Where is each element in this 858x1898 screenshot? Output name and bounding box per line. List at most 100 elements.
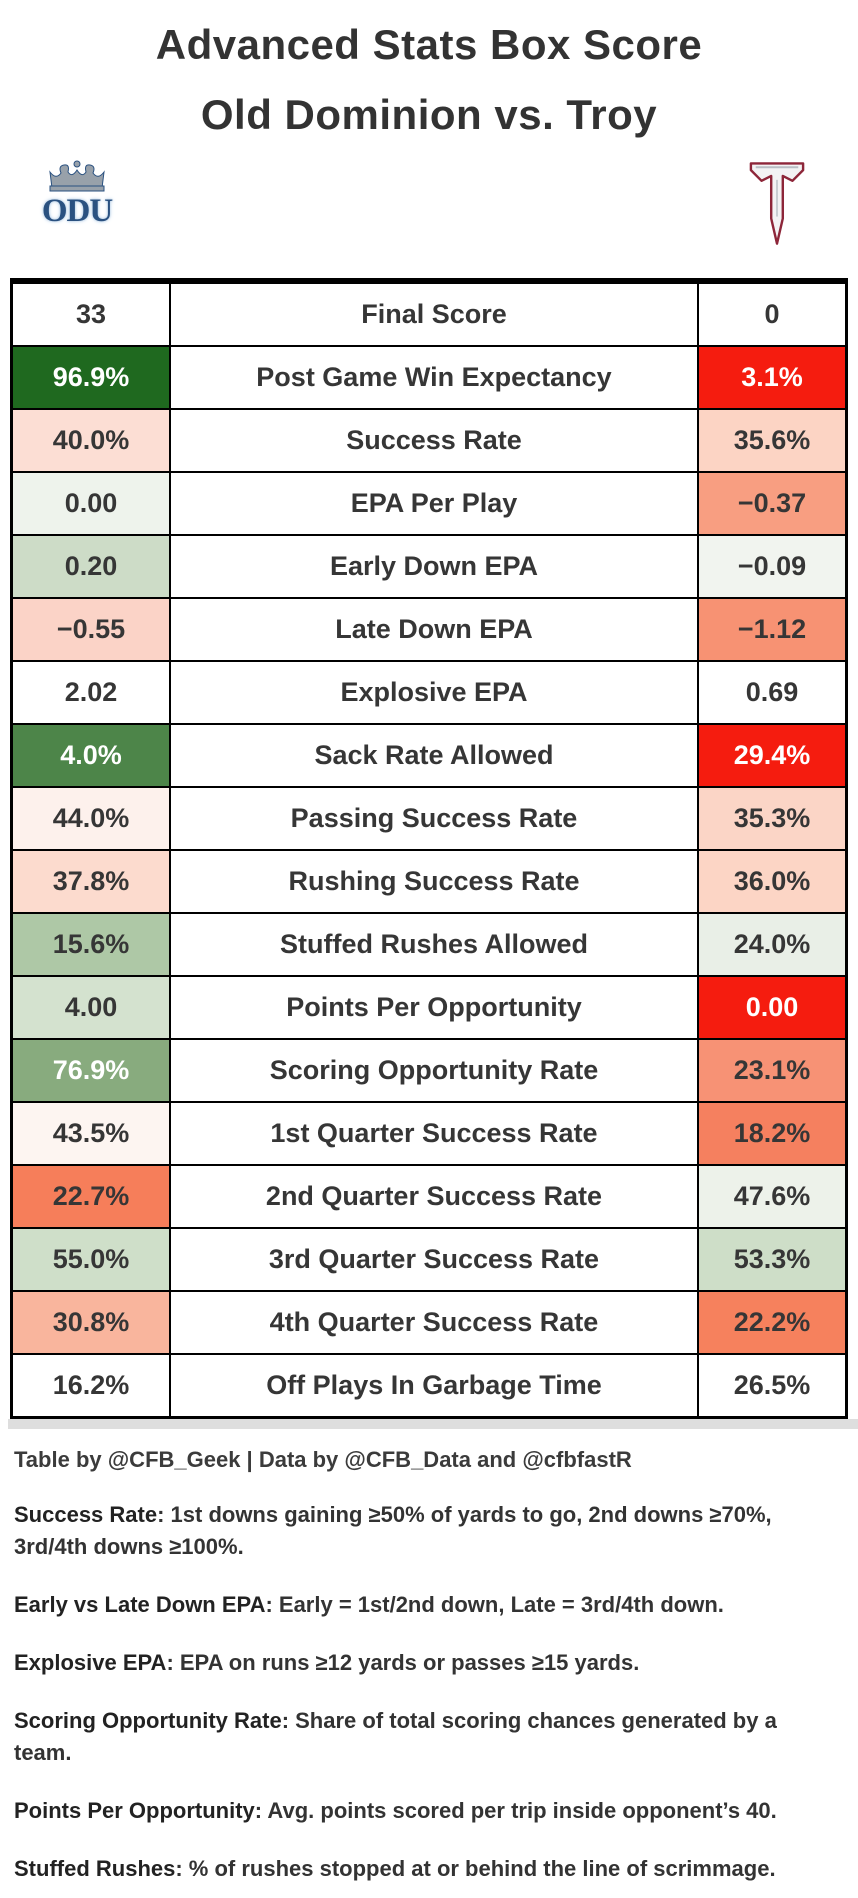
footnote-term: Points Per Opportunity	[14, 1797, 255, 1823]
troy-value-cell: 24.0%	[699, 914, 845, 976]
footnote: Success Rate: 1st downs gaining ≥50% of …	[14, 1499, 838, 1561]
metric-label-cell: Rushing Success Rate	[169, 851, 699, 913]
table-row: 0.00 EPA Per Play −0.37	[13, 473, 845, 537]
table-row: 40.0% Success Rate 35.6%	[13, 410, 845, 474]
footnote: Stuffed Rushes: % of rushes stopped at o…	[14, 1853, 838, 1884]
troy-value-cell: 3.1%	[699, 347, 845, 409]
odu-value-cell: −0.55	[13, 599, 169, 661]
odu-logo: ODU	[40, 160, 114, 230]
table-row: −0.55 Late Down EPA −1.12	[13, 599, 845, 663]
metric-label-cell: Passing Success Rate	[169, 788, 699, 850]
table-row: 37.8% Rushing Success Rate 36.0%	[13, 851, 845, 915]
troy-value-cell: 35.3%	[699, 788, 845, 850]
odu-value-cell: 33	[13, 284, 169, 346]
metric-label-cell: Early Down EPA	[169, 536, 699, 598]
table-row: 0.20 Early Down EPA −0.09	[13, 536, 845, 600]
metric-label-cell: Explosive EPA	[169, 662, 699, 724]
footnote: Early vs Late Down EPA: Early = 1st/2nd …	[14, 1589, 838, 1620]
troy-value-cell: 18.2%	[699, 1103, 845, 1165]
odu-value-cell: 2.02	[13, 662, 169, 724]
troy-value-cell: −1.12	[699, 599, 845, 661]
odu-value-cell: 4.00	[13, 977, 169, 1039]
troy-value-cell: 26.5%	[699, 1355, 845, 1417]
footnote-term: Success Rate	[14, 1502, 158, 1528]
metric-label-cell: Success Rate	[169, 410, 699, 472]
troy-t-icon	[749, 162, 805, 246]
metric-label-cell: Post Game Win Expectancy	[169, 347, 699, 409]
odu-value-cell: 22.7%	[13, 1166, 169, 1228]
table-row: 4.0% Sack Rate Allowed 29.4%	[13, 725, 845, 789]
table-row: 43.5% 1st Quarter Success Rate 18.2%	[13, 1103, 845, 1167]
footnote: Explosive EPA: EPA on runs ≥12 yards or …	[14, 1647, 838, 1678]
table-row: 44.0% Passing Success Rate 35.3%	[13, 788, 845, 852]
page-title-line1: Advanced Stats Box Score	[155, 21, 703, 68]
table-row: 76.9% Scoring Opportunity Rate 23.1%	[13, 1040, 845, 1104]
troy-value-cell: 22.2%	[699, 1292, 845, 1354]
odu-value-cell: 44.0%	[13, 788, 169, 850]
odu-wordmark: ODU	[41, 193, 113, 230]
odu-value-cell: 4.0%	[13, 725, 169, 787]
troy-logo	[748, 160, 806, 253]
metric-label-cell: Sack Rate Allowed	[169, 725, 699, 787]
page-title-line2: Old Dominion vs. Troy	[200, 91, 658, 139]
metric-label-cell: Scoring Opportunity Rate	[169, 1040, 699, 1102]
metric-label-cell: 1st Quarter Success Rate	[169, 1103, 699, 1165]
troy-value-cell: 36.0%	[699, 851, 845, 913]
advanced-stats-table: 33 Final Score 0 96.9% Post Game Win Expecta…	[10, 278, 848, 1420]
troy-value-cell: 35.6%	[699, 410, 845, 472]
odu-value-cell: 96.9%	[13, 347, 169, 409]
table-row: 96.9% Post Game Win Expectancy 3.1%	[13, 347, 845, 411]
footnote-term: Early vs Late Down EPA	[14, 1591, 266, 1617]
footnote-text: : 1st downs gaining ≥50% of yards to go,…	[14, 1502, 772, 1559]
table-row: 30.8% 4th Quarter Success Rate 22.2%	[13, 1292, 845, 1356]
troy-value-cell: 29.4%	[699, 725, 845, 787]
troy-value-cell: −0.09	[699, 536, 845, 598]
footnote: Points Per Opportunity: Avg. points scor…	[14, 1795, 838, 1826]
metric-label-cell: 2nd Quarter Success Rate	[169, 1166, 699, 1228]
metric-label-cell: Points Per Opportunity	[169, 977, 699, 1039]
metric-label-cell: Late Down EPA	[169, 599, 699, 661]
troy-value-cell: 23.1%	[699, 1040, 845, 1102]
odu-value-cell: 40.0%	[13, 410, 169, 472]
metric-label-cell: 3rd Quarter Success Rate	[169, 1229, 699, 1291]
odu-value-cell: 15.6%	[13, 914, 169, 976]
footnote-term: Stuffed Rushes	[14, 1856, 176, 1882]
troy-value-cell: 47.6%	[699, 1166, 845, 1228]
odu-value-cell: 37.8%	[13, 851, 169, 913]
odu-crown-icon	[49, 160, 105, 192]
team-logo-row: ODU	[40, 160, 806, 256]
table-row: 22.7% 2nd Quarter Success Rate 47.6%	[13, 1166, 845, 1230]
footnote-text: : Early = 1st/2nd down, Late = 3rd/4th d…	[265, 1591, 724, 1617]
odu-value-cell: 0.00	[13, 473, 169, 535]
table-shadow	[8, 1419, 858, 1430]
table-row: 2.02 Explosive EPA 0.69	[13, 662, 845, 726]
troy-value-cell: 53.3%	[699, 1229, 845, 1291]
metric-label-cell: EPA Per Play	[169, 473, 699, 535]
attribution-line: Table by @CFB_Geek | Data by @CFB_Data a…	[14, 1447, 632, 1473]
odu-value-cell: 30.8%	[13, 1292, 169, 1354]
metric-label-cell: 4th Quarter Success Rate	[169, 1292, 699, 1354]
table-row: 16.2% Off Plays In Garbage Time 26.5%	[13, 1355, 845, 1417]
odu-value-cell: 0.20	[13, 536, 169, 598]
odu-value-cell: 55.0%	[13, 1229, 169, 1291]
troy-value-cell: 0.00	[699, 977, 845, 1039]
troy-value-cell: −0.37	[699, 473, 845, 535]
footnote-text: : Avg. points scored per trip inside opp…	[254, 1797, 777, 1823]
odu-value-cell: 16.2%	[13, 1355, 169, 1417]
metric-label-cell: Off Plays In Garbage Time	[169, 1355, 699, 1417]
troy-value-cell: 0.69	[699, 662, 845, 724]
footnote: Scoring Opportunity Rate: Share of total…	[14, 1705, 838, 1767]
footnote-text: : % of rushes stopped at or behind the l…	[175, 1856, 776, 1882]
footnote-text: : EPA on runs ≥12 yards or passes ≥15 ya…	[166, 1650, 640, 1676]
table-row: 55.0% 3rd Quarter Success Rate 53.3%	[13, 1229, 845, 1293]
odu-value-cell: 76.9%	[13, 1040, 169, 1102]
footnote-term: Scoring Opportunity Rate	[14, 1708, 282, 1734]
footnotes: Success Rate: 1st downs gaining ≥50% of …	[14, 1499, 838, 1884]
odu-value-cell: 43.5%	[13, 1103, 169, 1165]
troy-value-cell: 0	[699, 284, 845, 346]
footnote-term: Explosive EPA	[14, 1650, 167, 1676]
metric-label-cell: Final Score	[169, 284, 699, 346]
table-row: 4.00 Points Per Opportunity 0.00	[13, 977, 845, 1041]
metric-label-cell: Stuffed Rushes Allowed	[169, 914, 699, 976]
table-row: 33 Final Score 0	[13, 284, 845, 348]
